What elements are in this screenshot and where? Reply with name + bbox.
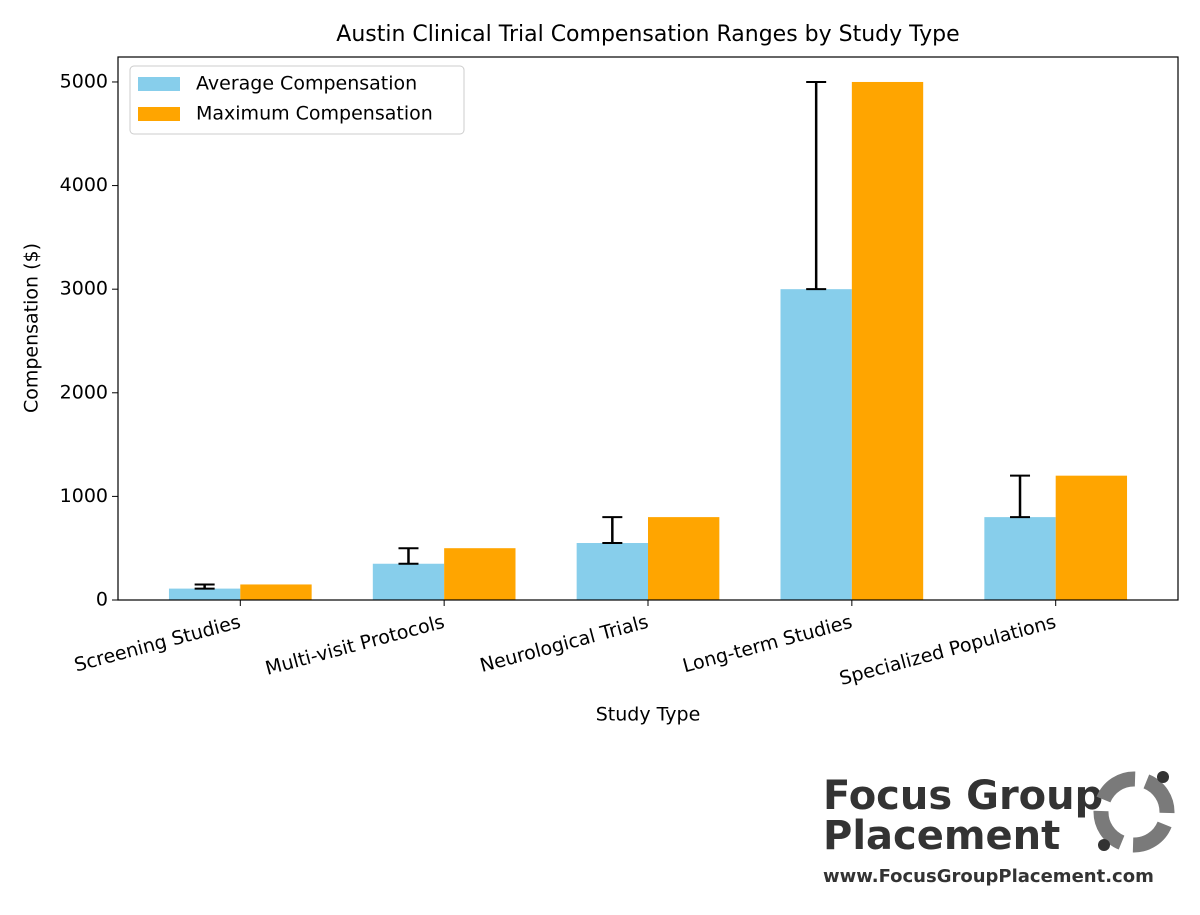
y-tick-label: 0 [96,589,108,611]
bar [1055,475,1128,600]
logo-dot [1098,839,1110,851]
legend-label: Maximum Compensation [196,103,433,125]
bar [984,517,1056,600]
y-tick-label: 2000 [60,381,108,403]
bar [780,289,852,600]
logo-url: www.FocusGroupPlacement.com [823,866,1154,887]
legend-swatch [138,77,180,91]
bar [168,588,241,600]
y-tick-label: 3000 [60,278,108,300]
legend-box [129,65,465,135]
y-axis-label: Compensation ($) [21,243,43,413]
bar [648,517,720,600]
y-tick-label: 5000 [60,70,108,92]
bar [576,543,648,600]
logo: Focus Group Placement www.FocusGroupPlac… [823,771,1175,887]
logo-text: Placement [823,813,1060,859]
legend-label: Average Compensation [196,73,417,95]
y-tick-label: 4000 [60,174,108,196]
bar [851,81,924,600]
bar [372,563,445,600]
x-axis-label: Study Type [596,704,701,726]
bar [240,584,312,600]
bar [444,548,516,600]
legend-swatch [138,107,180,121]
logo-ring [1093,771,1175,853]
chart-title: Austin Clinical Trial Compensation Range… [336,22,959,47]
plot-frame [117,56,1179,601]
y-tick-label: 1000 [60,485,108,507]
logo-text: Focus Group [823,773,1103,819]
logo-dot [1157,771,1169,783]
